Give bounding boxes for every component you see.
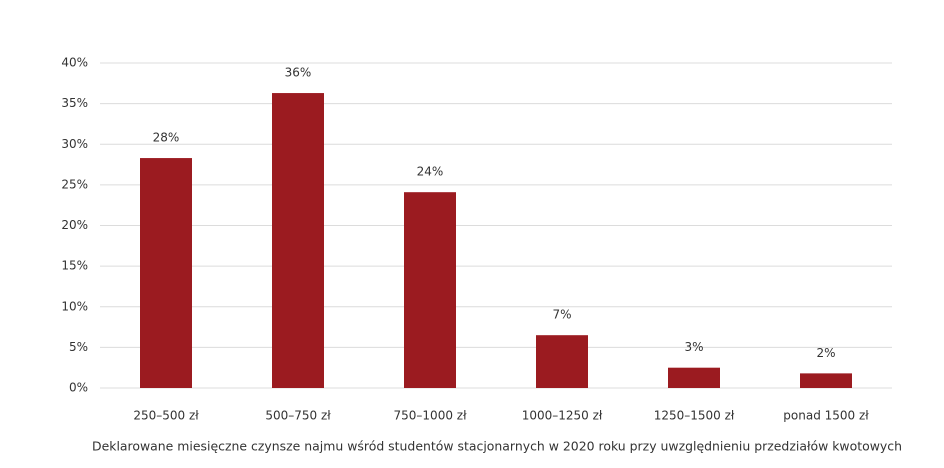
y-tick-label: 0% bbox=[69, 381, 88, 395]
y-tick-label: 20% bbox=[61, 218, 88, 232]
value-label: 24% bbox=[417, 165, 444, 179]
x-tick-label: 250–500 zł bbox=[133, 409, 199, 423]
y-tick-label: 30% bbox=[61, 137, 88, 151]
y-tick-label: 15% bbox=[61, 259, 88, 273]
value-label: 2% bbox=[816, 346, 835, 360]
value-label: 3% bbox=[684, 340, 703, 354]
bar bbox=[800, 373, 852, 388]
value-label: 7% bbox=[552, 308, 571, 322]
bar bbox=[404, 192, 456, 388]
x-tick-label: 750–1000 zł bbox=[394, 409, 468, 423]
y-tick-label: 40% bbox=[61, 56, 88, 70]
bar bbox=[272, 93, 324, 388]
value-label: 28% bbox=[153, 131, 180, 145]
bar bbox=[536, 335, 588, 388]
y-tick-label: 35% bbox=[61, 96, 88, 110]
x-tick-label: ponad 1500 zł bbox=[783, 409, 869, 423]
x-tick-label: 500–750 zł bbox=[265, 409, 331, 423]
y-tick-label: 25% bbox=[61, 177, 88, 191]
bar bbox=[668, 367, 720, 388]
bar bbox=[140, 158, 192, 388]
y-tick-label: 10% bbox=[61, 299, 88, 313]
y-tick-label: 5% bbox=[69, 340, 88, 354]
chart-title: Deklarowane miesięczne czynsze najmu wśr… bbox=[92, 439, 902, 454]
x-tick-label: 1000–1250 zł bbox=[522, 409, 603, 423]
x-tick-label: 1250–1500 zł bbox=[654, 409, 735, 423]
value-label: 36% bbox=[285, 66, 312, 80]
